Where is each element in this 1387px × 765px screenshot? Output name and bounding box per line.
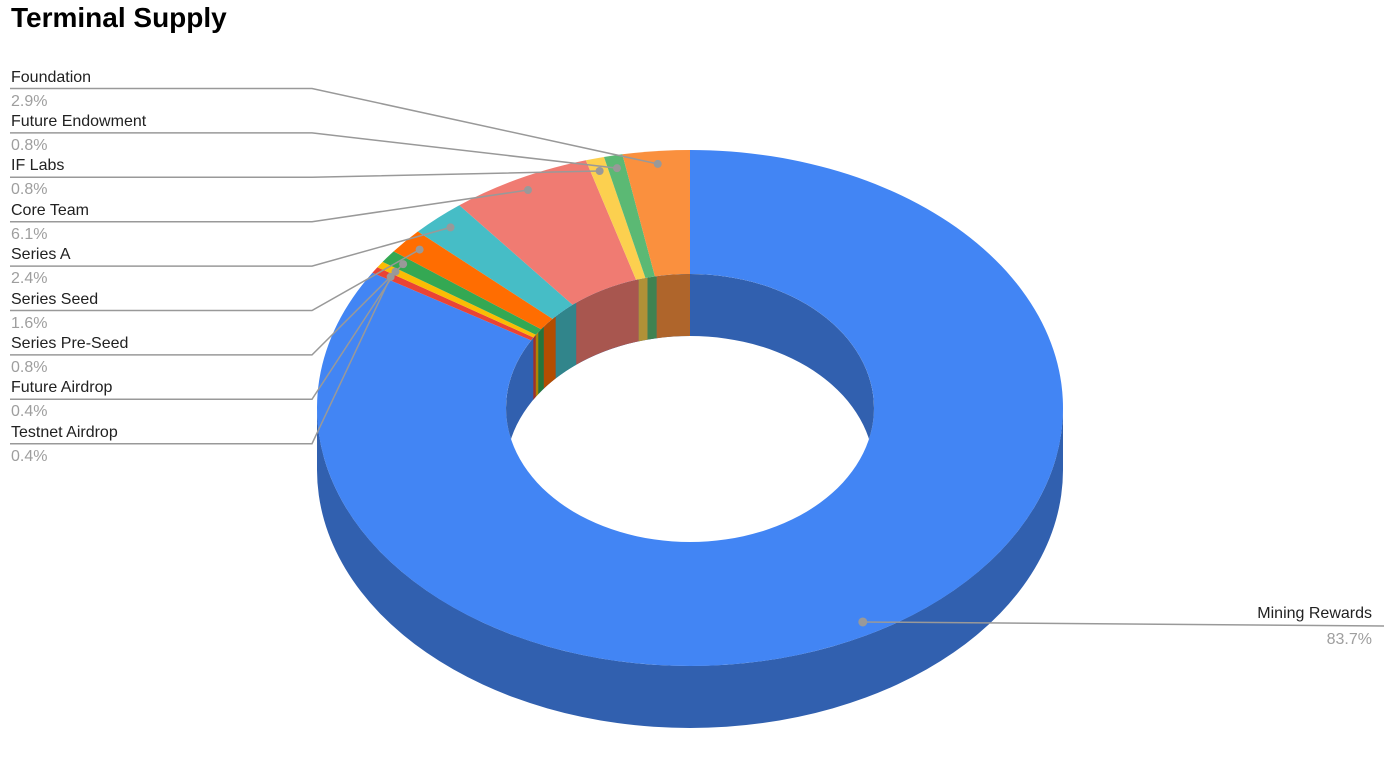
callout-label-series-a: Series A (11, 246, 71, 264)
callout-pct-future-airdrop: 0.4% (11, 403, 48, 421)
inner-wall-series-seed (543, 316, 556, 389)
callout-pct-if-labs: 0.8% (11, 181, 48, 199)
callout-label-series-seed: Series Seed (11, 290, 99, 308)
callout-label-series-pre-seed: Series Pre-Seed (11, 334, 129, 352)
donut-inner-wall (506, 274, 874, 470)
callout-pct-testnet-airdrop: 0.4% (11, 447, 48, 465)
leader-line-series-pre-seed (10, 263, 404, 356)
callout-pct-foundation: 2.9% (11, 92, 48, 110)
leader-line-testnet-airdrop (10, 276, 392, 445)
callout-pct-series-pre-seed: 0.8% (11, 358, 48, 376)
callout-label-mining-rewards: Mining Rewards (1257, 604, 1372, 622)
inner-wall-future-airdrop (535, 332, 539, 397)
callout-dot-if-labs (595, 167, 604, 175)
callout-pct-future-endowment: 0.8% (11, 136, 48, 154)
leader-line-mining-rewards (862, 621, 1385, 627)
leader-line-future-endowment (10, 132, 618, 169)
callout-label-core-team: Core Team (11, 201, 89, 219)
leader-line-if-labs (10, 170, 600, 179)
leader-line-series-seed (10, 248, 420, 312)
callout-dot-series-a (446, 223, 455, 232)
chart-title: Terminal Supply (11, 2, 227, 33)
callout-pct-mining-rewards: 83.7% (1326, 630, 1372, 648)
callout-pct-series-a: 2.4% (11, 270, 48, 288)
callout-dot-core-team (523, 186, 532, 195)
leader-line-future-airdrop (10, 271, 397, 401)
donut-side-wall (317, 408, 1063, 728)
inner-wall-future-endowment (647, 276, 657, 340)
callout-dot-future-airdrop (391, 267, 400, 276)
callout-label-future-endowment: Future Endowment (11, 112, 147, 130)
inner-wall-series-a (555, 302, 577, 379)
callout-label-if-labs: IF Labs (11, 157, 65, 175)
callout-dot-series-pre-seed (399, 260, 408, 269)
callout-dot-mining-rewards (858, 617, 868, 627)
callout-pct-core-team: 6.1% (11, 225, 48, 243)
inner-wall-foundation (656, 274, 690, 339)
callout-dot-series-seed (415, 245, 424, 254)
inner-wall-core-team (576, 279, 639, 365)
leader-line-series-a (10, 226, 451, 267)
callout-dot-foundation (653, 159, 662, 168)
callout-label-testnet-airdrop: Testnet Airdrop (11, 423, 118, 441)
inner-wall-if-labs (638, 277, 648, 342)
callout-pct-series-seed: 1.6% (11, 314, 48, 332)
callout-dot-testnet-airdrop (386, 272, 395, 281)
inner-wall-testnet-airdrop (533, 334, 536, 400)
inner-wall-series-pre-seed (538, 326, 544, 395)
callout-dot-future-endowment (612, 164, 621, 173)
callout-label-foundation: Foundation (11, 68, 92, 86)
leader-line-foundation (10, 87, 658, 165)
callout-label-future-airdrop: Future Airdrop (11, 379, 113, 397)
leader-line-core-team (10, 189, 529, 223)
